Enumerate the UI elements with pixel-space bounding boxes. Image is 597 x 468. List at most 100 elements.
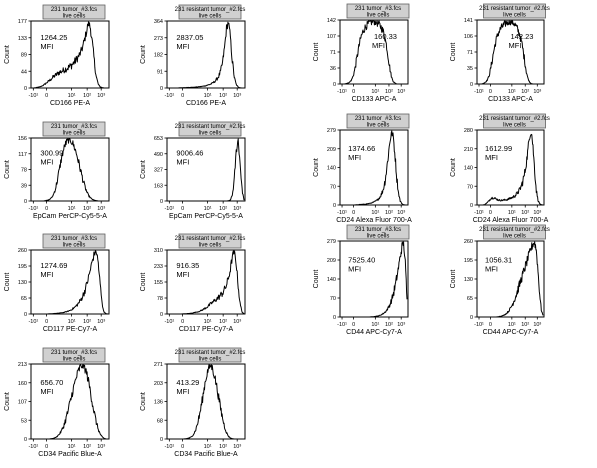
mfi-label: MFI: [40, 158, 53, 167]
y-axis-label: Count: [140, 392, 147, 411]
x-tick-label: -10¹: [337, 210, 347, 216]
mfi-value: 300.99: [40, 149, 63, 158]
x-tick-label: 10²: [521, 322, 529, 328]
x-tick-label: 10¹: [204, 206, 212, 212]
mfi-label: MFI: [176, 387, 189, 396]
sample-name: 231 tumor_#3.fcs: [51, 7, 97, 13]
y-tick-label: 155: [154, 280, 163, 286]
x-tick-label: 10²: [521, 89, 529, 95]
y-tick-label: 279: [327, 128, 336, 134]
y-axis-label: Count: [4, 392, 11, 411]
x-tick-label: 10³: [233, 319, 241, 325]
y-tick-label: 260: [18, 248, 27, 254]
y-axis-label: Count: [4, 273, 11, 292]
y-tick-label: 39: [21, 183, 27, 189]
mfi-label: MFI: [176, 158, 189, 167]
y-tick-label: 160: [18, 381, 27, 387]
x-tick-label: 0: [45, 319, 48, 325]
gate-name: live cells: [199, 357, 222, 363]
plot-frame: [339, 240, 409, 318]
sample-name: 231 resistant tumor_#2.fcs: [479, 227, 550, 233]
x-tick-label: 10¹: [204, 444, 212, 450]
y-tick-label: 140: [327, 166, 336, 172]
mfi-label: MFI: [40, 387, 53, 396]
y-tick-label: 106: [464, 34, 473, 40]
y-tick-label: 53: [21, 418, 27, 424]
x-tick-label: 10¹: [371, 322, 379, 328]
y-tick-label: 136: [154, 400, 163, 406]
y-tick-label: 65: [21, 296, 27, 302]
x-tick-label: 10²: [83, 93, 91, 99]
histogram-line: [477, 133, 544, 206]
x-axis-label: CD133 APC-A: [488, 96, 533, 103]
x-axis-label: CD34 Pacific Blue-A: [174, 451, 238, 458]
x-tick-label: 0: [352, 210, 355, 216]
y-axis-label: Count: [313, 43, 320, 62]
y-axis-label: Count: [450, 158, 457, 177]
x-axis-label: CD166 PE-A: [50, 100, 90, 107]
y-tick-label: 273: [154, 36, 163, 42]
y-tick-label: 195: [464, 258, 473, 264]
y-tick-label: 68: [157, 418, 163, 424]
y-tick-label: 0: [160, 199, 163, 205]
y-tick-label: 177: [18, 19, 27, 25]
x-tick-label: 10²: [219, 319, 227, 325]
y-tick-label: 0: [24, 199, 27, 205]
histogram-line: [340, 241, 408, 318]
y-tick-label: 653: [154, 136, 163, 142]
histogram-line: [340, 130, 408, 206]
x-tick-label: 10¹: [68, 319, 76, 325]
histogram-line: [477, 241, 544, 318]
x-tick-label: 10³: [397, 210, 405, 216]
sample-name: 231 resistant tumor_#2.fcs: [175, 350, 246, 356]
mfi-value: 916.35: [176, 261, 199, 270]
y-tick-label: 65: [467, 296, 473, 302]
y-tick-label: 490: [154, 152, 163, 158]
x-tick-label: 10¹: [371, 89, 379, 95]
y-tick-label: 279: [327, 239, 336, 245]
x-tick-label: 10²: [219, 93, 227, 99]
x-tick-label: 0: [489, 322, 492, 328]
y-tick-label: 0: [160, 312, 163, 318]
y-tick-label: 0: [160, 86, 163, 92]
y-axis-label: Count: [313, 158, 320, 177]
y-tick-label: 0: [24, 437, 27, 443]
y-tick-label: 0: [160, 437, 163, 443]
gate-name: live cells: [503, 123, 526, 129]
x-tick-label: -10¹: [474, 322, 484, 328]
y-axis-label: Count: [313, 270, 320, 289]
x-tick-label: -10¹: [474, 89, 484, 95]
y-tick-label: 140: [327, 277, 336, 283]
y-tick-label: 0: [24, 86, 27, 92]
mfi-value: 413.29: [176, 378, 199, 387]
y-tick-label: 130: [464, 277, 473, 283]
x-tick-label: 10³: [233, 206, 241, 212]
mfi-label: MFI: [176, 42, 189, 51]
mfi-value: 1612.99: [485, 144, 512, 153]
x-tick-label: -10¹: [164, 444, 174, 450]
x-tick-label: 10¹: [508, 210, 516, 216]
sample-label-box: [178, 4, 242, 20]
x-tick-label: 0: [352, 89, 355, 95]
histogram-line: [168, 250, 245, 315]
y-tick-label: 0: [333, 203, 336, 209]
plot-frame: [339, 19, 409, 85]
y-tick-label: 70: [330, 184, 336, 190]
plot-frame: [166, 20, 246, 89]
mfi-label: MFI: [40, 42, 53, 51]
mfi-value: 2837.05: [176, 33, 203, 42]
x-tick-label: -10¹: [28, 319, 38, 325]
y-tick-label: 327: [154, 168, 163, 174]
x-tick-label: 10¹: [204, 93, 212, 99]
sample-name: 231 tumor_#3.fcs: [51, 236, 97, 242]
histogram-line: [32, 364, 108, 440]
mfi-label: MFI: [485, 153, 498, 162]
histogram-line: [168, 138, 245, 202]
x-axis-label: EpCam PerCP-Cy5-5-A: [33, 213, 107, 220]
x-tick-label: 10²: [521, 210, 529, 216]
y-tick-label: 0: [470, 82, 473, 88]
y-tick-label: 44: [21, 69, 27, 75]
x-tick-label: 10³: [533, 210, 541, 216]
